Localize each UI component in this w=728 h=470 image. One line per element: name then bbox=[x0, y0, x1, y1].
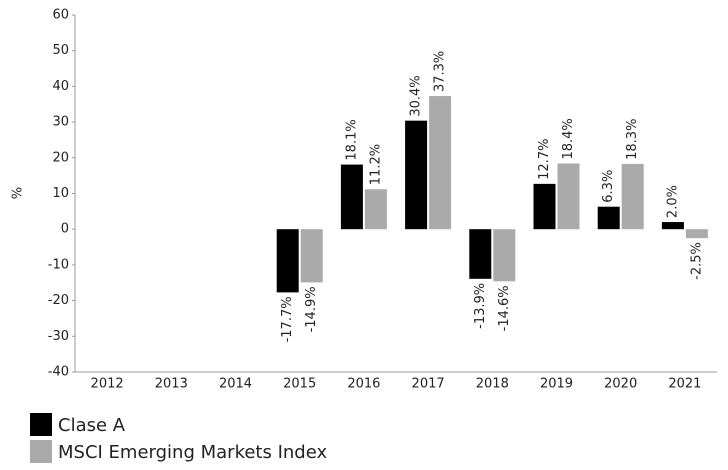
x-tick-label: 2017 bbox=[412, 377, 445, 392]
value-label: 37.3% bbox=[433, 51, 448, 92]
bar bbox=[557, 163, 580, 230]
bar bbox=[621, 163, 644, 230]
y-tick-label: 60 bbox=[52, 8, 69, 23]
value-label: -2.5% bbox=[689, 242, 704, 280]
bar bbox=[661, 222, 684, 230]
y-tick-label: 0 bbox=[61, 222, 69, 237]
y-tick-label: 30 bbox=[52, 115, 69, 130]
x-tick-label: 2012 bbox=[91, 377, 124, 392]
y-tick-label: 50 bbox=[52, 43, 69, 58]
value-label: 18.1% bbox=[344, 119, 359, 160]
y-tick-label: -30 bbox=[48, 329, 69, 344]
bar bbox=[364, 189, 387, 230]
bar bbox=[276, 229, 299, 293]
x-tick-label: 2020 bbox=[604, 377, 637, 392]
x-tick-label: 2021 bbox=[668, 377, 701, 392]
bar bbox=[300, 229, 323, 283]
x-tick-label: 2014 bbox=[219, 377, 252, 392]
legend-swatch bbox=[30, 440, 52, 463]
bar bbox=[429, 96, 452, 230]
value-label: -17.7% bbox=[280, 296, 295, 342]
bar bbox=[597, 206, 620, 230]
value-label: 30.4% bbox=[409, 75, 424, 116]
bar bbox=[340, 164, 363, 230]
bar bbox=[533, 183, 556, 230]
y-tick-label: -40 bbox=[48, 365, 69, 380]
x-tick-label: 2013 bbox=[155, 377, 188, 392]
bar bbox=[405, 120, 428, 230]
x-tick-label: 2018 bbox=[476, 377, 509, 392]
y-tick-label: 40 bbox=[52, 79, 69, 94]
x-tick-label: 2019 bbox=[540, 377, 573, 392]
value-label: 18.3% bbox=[625, 119, 640, 160]
value-label: -14.9% bbox=[304, 286, 319, 332]
bar bbox=[493, 229, 516, 282]
x-tick-label: 2016 bbox=[347, 377, 380, 392]
bar bbox=[469, 229, 492, 279]
value-label: -14.6% bbox=[497, 285, 512, 331]
value-label: 6.3% bbox=[601, 170, 616, 203]
value-label: 2.0% bbox=[665, 185, 680, 218]
y-tick-label: -10 bbox=[48, 257, 69, 272]
value-label: 18.4% bbox=[561, 118, 576, 159]
legend-label: Clase A bbox=[58, 415, 126, 436]
x-tick-label: 2015 bbox=[283, 377, 316, 392]
value-label: 11.2% bbox=[368, 144, 383, 185]
value-label: -13.9% bbox=[473, 283, 488, 329]
bar bbox=[685, 229, 708, 239]
legend-label: MSCI Emerging Markets Index bbox=[58, 442, 327, 463]
legend-swatch bbox=[30, 413, 52, 436]
y-tick-label: 20 bbox=[52, 150, 69, 165]
y-tick-label: 10 bbox=[52, 186, 69, 201]
value-label: 12.7% bbox=[537, 139, 552, 180]
y-tick-label: -20 bbox=[48, 293, 69, 308]
y-axis-label: % bbox=[11, 187, 26, 199]
